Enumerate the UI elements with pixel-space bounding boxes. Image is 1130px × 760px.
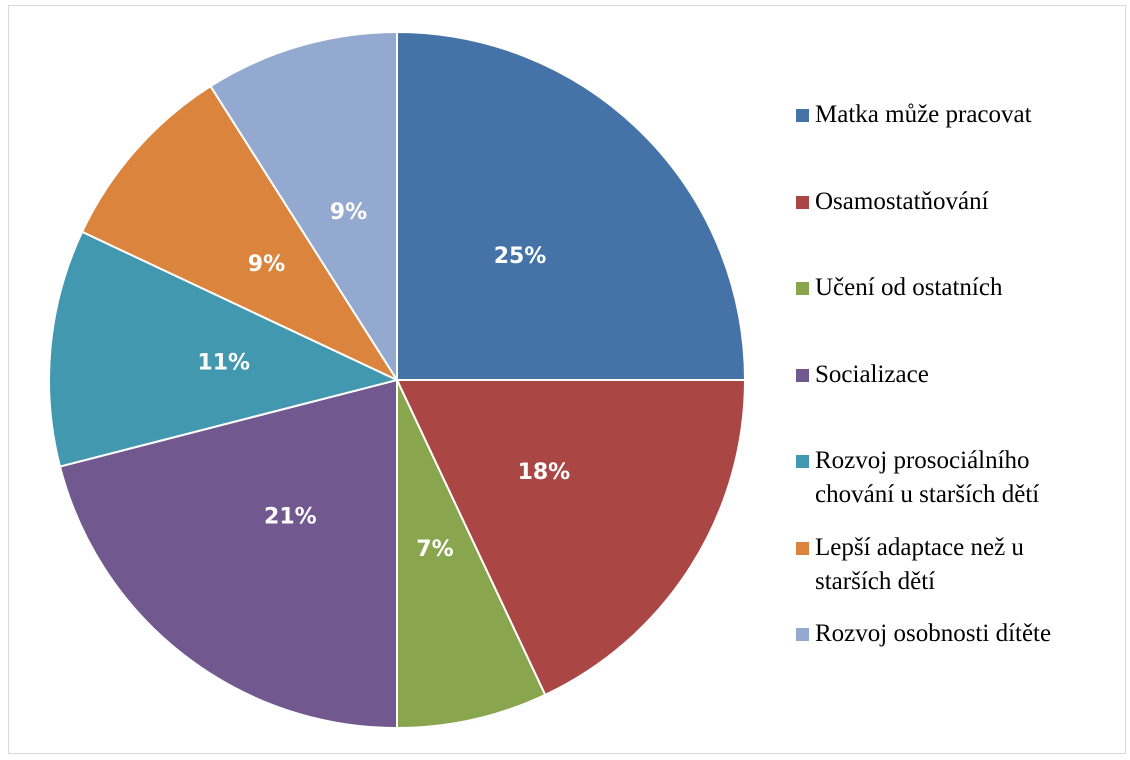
data-label: 11% xyxy=(197,351,250,376)
legend-item: Socializace xyxy=(796,358,1106,392)
data-label: 25% xyxy=(494,244,547,269)
data-label: 9% xyxy=(248,252,285,277)
legend-label: Matka může pracovat xyxy=(815,101,1032,128)
legend-swatch xyxy=(796,282,809,295)
legend-label: Socializace xyxy=(815,360,929,388)
legend-swatch xyxy=(796,455,809,468)
legend-swatch xyxy=(796,368,809,382)
legend-item: Matka může pracovat xyxy=(796,98,1106,132)
legend-swatch xyxy=(796,109,809,122)
legend-swatch xyxy=(796,541,809,555)
legend-label: Lepší adaptace než u starších dětí xyxy=(815,533,1024,595)
legend-label: Učení od ostatních xyxy=(815,274,1003,301)
legend-item: Učení od ostatních xyxy=(796,271,1106,305)
legend-label: Rozvoj osobnosti dítěte xyxy=(815,620,1052,647)
data-label: 7% xyxy=(416,537,453,562)
pie-slice xyxy=(395,379,747,697)
legend-item: Rozvoj osobnosti dítěte xyxy=(796,617,1106,651)
legend-label: Rozvoj prosociálního chování u starších … xyxy=(815,447,1040,508)
pie-slice xyxy=(58,378,398,730)
data-label: 18% xyxy=(518,460,571,485)
pie-slice xyxy=(396,379,547,730)
pie-slice xyxy=(80,84,400,383)
data-label: 21% xyxy=(264,504,317,529)
data-label: 9% xyxy=(330,200,367,225)
legend-swatch xyxy=(796,628,809,641)
legend-swatch xyxy=(796,195,809,209)
pie-slice xyxy=(48,230,400,468)
pie-slice xyxy=(396,30,747,381)
legend-item: Rozvoj prosociálního chování u starších … xyxy=(796,444,1106,512)
legend-item: Osamostatňování xyxy=(796,185,1106,219)
legend-label: Osamostatňování xyxy=(815,187,989,215)
legend-item: Lepší adaptace než u starších dětí xyxy=(796,531,1106,599)
chart-frame xyxy=(8,5,1126,754)
pie-slice xyxy=(209,30,398,384)
